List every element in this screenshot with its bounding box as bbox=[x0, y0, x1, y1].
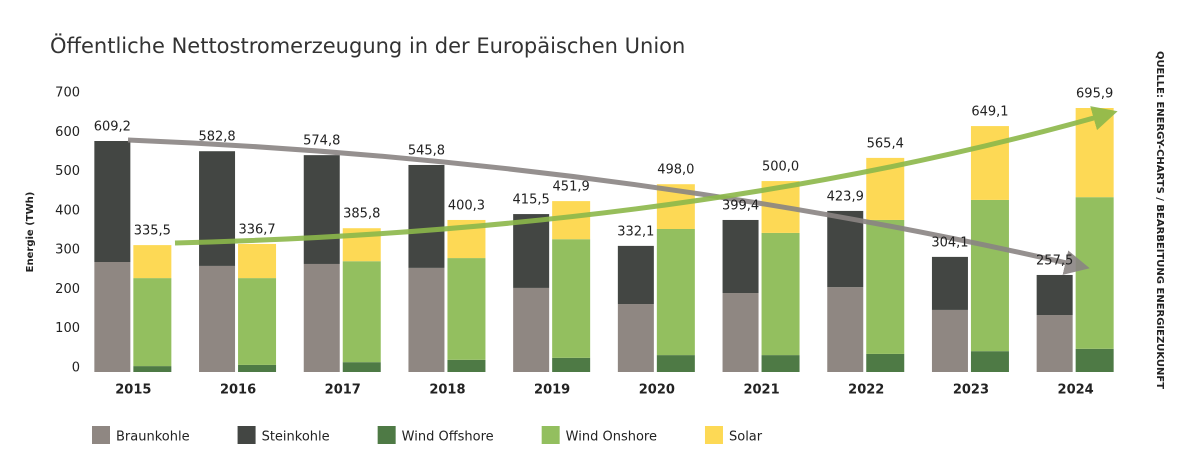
bar-segment bbox=[1075, 197, 1114, 349]
bar-segment bbox=[931, 309, 968, 372]
bar-segment bbox=[133, 278, 172, 367]
bar-segment bbox=[552, 357, 591, 372]
total-label: 582,8 bbox=[198, 130, 235, 145]
y-tick-label: 600 bbox=[55, 125, 80, 140]
bar-segment bbox=[447, 359, 486, 372]
bar-segment bbox=[408, 164, 445, 268]
bar-segment bbox=[656, 229, 695, 356]
bar-segment bbox=[94, 262, 131, 372]
bar-segment bbox=[722, 293, 759, 372]
chart-title: Öffentliche Nettostromerzeugung in der E… bbox=[50, 33, 685, 58]
bar-segment bbox=[94, 141, 131, 262]
total-label: 498,0 bbox=[657, 163, 694, 178]
legend-label: Solar bbox=[729, 430, 763, 445]
bar-segment bbox=[866, 353, 905, 372]
bar-segment bbox=[513, 287, 550, 372]
bar-segment bbox=[303, 263, 340, 372]
total-label: 415,5 bbox=[513, 193, 550, 208]
trend-arrow bbox=[127, 137, 1090, 275]
bar-segment bbox=[1075, 348, 1114, 372]
y-tick-label: 0 bbox=[72, 361, 80, 376]
source: QUELLE: ENERGY-CHARTS / BEARBEITUNG ENER… bbox=[1154, 51, 1165, 389]
legend-swatch bbox=[704, 426, 723, 444]
total-label: 565,4 bbox=[867, 136, 904, 151]
bar-segment bbox=[617, 304, 654, 372]
total-label: 336,7 bbox=[238, 222, 275, 237]
y-tick-label: 700 bbox=[55, 86, 80, 101]
bar-segment bbox=[133, 366, 172, 372]
x-tick-label: 2019 bbox=[534, 383, 570, 398]
bar-segment bbox=[656, 355, 695, 372]
total-label: 385,8 bbox=[343, 207, 380, 222]
legend-label: Wind Offshore bbox=[402, 430, 494, 445]
bar-segment bbox=[342, 261, 381, 363]
total-label: 649,1 bbox=[971, 105, 1008, 120]
bar-segment bbox=[866, 219, 905, 354]
legend-swatch bbox=[237, 426, 256, 444]
legend-label: Steinkohle bbox=[262, 430, 330, 445]
bar-segment bbox=[827, 287, 864, 372]
y-tick-label: 200 bbox=[55, 282, 80, 297]
legend-swatch bbox=[377, 426, 396, 444]
total-label: 304,1 bbox=[931, 235, 968, 250]
x-tick-label: 2021 bbox=[743, 383, 779, 398]
total-label: 451,9 bbox=[553, 180, 590, 195]
y-tick-label: 400 bbox=[55, 203, 80, 218]
bar-segment bbox=[1036, 274, 1073, 316]
bar-segment bbox=[199, 151, 236, 266]
bar-segment bbox=[238, 278, 277, 365]
y-axis-label: Energie (TWh) bbox=[25, 192, 36, 273]
total-label: 257,5 bbox=[1036, 253, 1073, 268]
legend-swatch bbox=[541, 426, 560, 444]
x-tick-label: 2020 bbox=[639, 383, 675, 398]
y-tick-label: 500 bbox=[55, 164, 80, 179]
bar-segment bbox=[970, 126, 1009, 200]
bar-segment bbox=[1036, 315, 1073, 372]
x-tick-label: 2023 bbox=[953, 383, 989, 398]
y-tick-label: 100 bbox=[55, 321, 80, 336]
trend-arrow bbox=[174, 106, 1118, 246]
bar-segment bbox=[513, 214, 550, 288]
x-tick-label: 2022 bbox=[848, 383, 884, 398]
total-label: 332,1 bbox=[617, 224, 654, 239]
total-label: 609,2 bbox=[94, 120, 131, 135]
bar-segment bbox=[238, 243, 277, 279]
bar-segment bbox=[447, 258, 486, 360]
x-tick-label: 2024 bbox=[1058, 383, 1094, 398]
bar-segment bbox=[761, 355, 800, 372]
bar-segment bbox=[617, 245, 654, 305]
x-tick-label: 2016 bbox=[220, 383, 256, 398]
total-label: 400,3 bbox=[448, 198, 485, 213]
bar-segment bbox=[133, 245, 172, 279]
bar-segment bbox=[970, 351, 1009, 372]
bar-segment bbox=[552, 239, 591, 358]
bar-segment bbox=[238, 364, 277, 372]
legend-label: Wind Onshore bbox=[566, 430, 657, 445]
bar-segment bbox=[342, 362, 381, 372]
total-label: 335,5 bbox=[134, 224, 171, 239]
legend-swatch bbox=[92, 426, 110, 444]
bar-segment bbox=[408, 267, 445, 372]
legend-label: Braunkohle bbox=[116, 430, 190, 445]
bar-segment bbox=[199, 265, 236, 372]
bar-segment bbox=[303, 155, 340, 264]
y-tick-label: 300 bbox=[55, 243, 80, 258]
total-label: 695,9 bbox=[1076, 87, 1113, 102]
total-label: 545,8 bbox=[408, 143, 445, 158]
x-tick-label: 2018 bbox=[429, 383, 465, 398]
total-label: 500,0 bbox=[762, 160, 799, 175]
total-label: 423,9 bbox=[827, 189, 864, 204]
total-label: 399,4 bbox=[722, 198, 759, 213]
bar-segment bbox=[970, 199, 1009, 352]
bar-segment bbox=[827, 210, 864, 288]
x-tick-label: 2015 bbox=[115, 383, 151, 398]
bar-segment bbox=[722, 219, 759, 294]
total-label: 574,8 bbox=[303, 134, 340, 149]
x-tick-label: 2017 bbox=[325, 383, 361, 398]
bar-segment bbox=[931, 256, 968, 310]
bar-segment bbox=[761, 232, 800, 356]
